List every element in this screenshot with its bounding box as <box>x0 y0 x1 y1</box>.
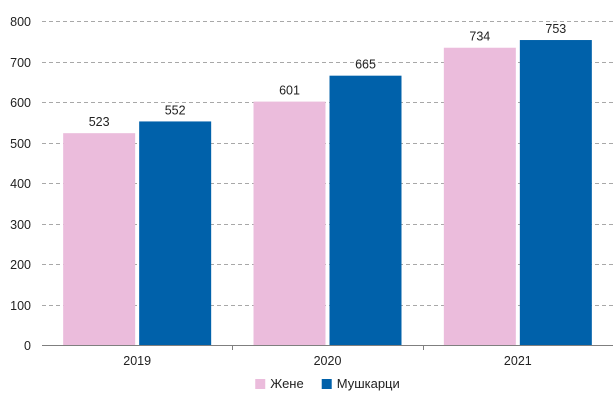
x-tick-label: 2021 <box>504 354 532 368</box>
legend-label: Жене <box>270 376 303 391</box>
y-tick-label: 800 <box>10 15 31 29</box>
y-tick-label: 700 <box>10 56 31 70</box>
legend-swatch <box>321 379 332 389</box>
legend-label: Мушкарци <box>337 376 400 391</box>
x-tick-label: 2019 <box>123 354 151 368</box>
legend-item-1: Мушкарци <box>321 376 400 391</box>
bar-2020-0 <box>253 101 326 345</box>
bar-2020-1 <box>329 75 402 346</box>
x-tick-label: 2020 <box>314 354 342 368</box>
legend-swatch <box>255 379 266 389</box>
data-labels: 523 552 601 665 734 753 <box>89 22 567 129</box>
data-label: 734 <box>469 30 490 44</box>
y-tick-label: 100 <box>10 299 31 313</box>
bar-2021-0 <box>443 47 516 345</box>
data-label: 665 <box>355 58 376 72</box>
y-tick-label: 300 <box>10 218 31 232</box>
y-tick-label: 400 <box>10 177 31 191</box>
legend-item-0: Жене <box>255 376 304 391</box>
data-label: 601 <box>279 84 300 98</box>
data-label: 552 <box>165 103 186 117</box>
bar-2019-1 <box>139 121 212 345</box>
bar-2019-0 <box>63 133 136 345</box>
y-tick-label: 0 <box>24 339 31 353</box>
data-label: 753 <box>545 22 566 36</box>
y-tick-label: 600 <box>10 96 31 110</box>
y-tick-label: 200 <box>10 258 31 272</box>
axes: 0 100 200 300 400 500 600 700 800 2019 2020 2021 <box>10 15 613 368</box>
legend: Жене Мушкарци <box>255 376 400 391</box>
bars <box>63 40 592 346</box>
y-tick-label: 500 <box>10 137 31 151</box>
bar-2021-1 <box>519 40 592 345</box>
data-label: 523 <box>89 115 110 129</box>
